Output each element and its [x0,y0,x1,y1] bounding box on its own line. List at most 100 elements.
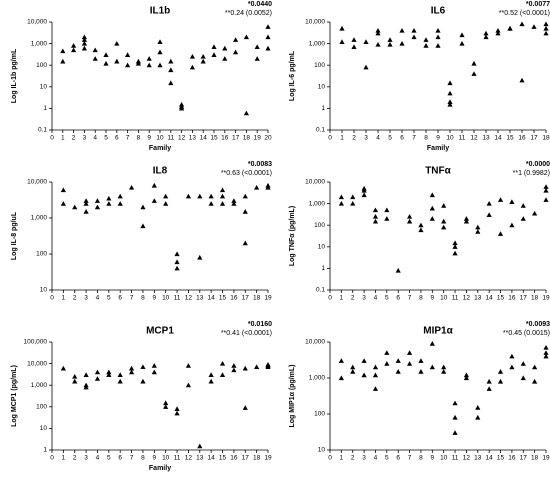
data-point [363,64,369,70]
data-point [94,198,101,203]
data-point [254,44,260,50]
data-point [208,193,214,199]
y-tick-label: 1,000 [309,40,326,47]
data-point [463,218,470,224]
x-tick-label: 9 [153,295,157,302]
x-tick-label: 10 [446,135,454,142]
data-point [151,182,157,188]
y-tick-label: 10 [40,84,48,91]
y-tick-label: 100 [36,404,47,411]
data-point [92,47,98,53]
chart-title: MCP1 [146,326,174,337]
y-axis-label: Log IL-8 pg/uL [11,211,18,260]
x-tick-label: 4 [96,295,100,302]
y-tick-label: 1,000 [309,375,326,382]
y-tick-label: 10,000 [305,339,325,346]
x-tick-label: 0 [328,455,332,462]
x-tick-label: 14 [486,295,494,302]
data-point [197,254,203,260]
data-point [117,201,123,206]
data-point [452,240,458,246]
y-tick-label: 10,000 [27,19,47,26]
data-point [435,27,441,33]
y-tick-label: 0.1 [316,287,325,294]
data-point [94,369,101,375]
x-tick-label: 18 [531,295,539,302]
data-point [338,201,344,206]
x-tick-label: 13 [189,135,197,142]
y-axis-label: Log IL-6 pg/mL [289,50,296,101]
x-tick-label: 12 [463,295,471,302]
x-tick-label: 6 [115,135,119,142]
x-tick-label: 2 [73,295,77,302]
x-tick-label: 16 [508,295,516,302]
x-tick-label: 17 [520,295,528,302]
data-point [185,382,192,388]
data-point [543,350,549,355]
data-point [387,41,393,47]
data-point [185,193,192,199]
y-tick-label: 1 [43,105,47,112]
data-point [135,60,141,66]
data-point [543,21,549,27]
data-point [146,56,152,61]
data-point [83,372,89,377]
data-point [254,56,260,61]
x-tick-label: 14 [200,135,208,142]
data-point [242,209,248,214]
data-point [233,37,239,42]
y-tick-label: 10,000 [27,360,47,367]
x-tick-label: 2 [351,455,355,462]
data-point [483,30,489,36]
x-tick-label: 8 [141,455,145,462]
data-point [151,363,157,368]
data-point [384,207,390,213]
data-point [254,184,260,190]
data-point [447,101,453,107]
data-point [231,201,237,206]
data-point [483,34,489,40]
data-point [411,34,417,40]
x-tick-label: 10 [162,295,170,302]
x-tick-label: 8 [419,295,423,302]
x-tick-label: 12 [185,455,193,462]
data-point [114,41,120,46]
x-tick-label: 19 [542,455,550,462]
data-point [372,218,379,224]
data-point [168,80,174,86]
data-point [168,58,174,64]
data-point [406,214,413,219]
data-point [83,384,89,390]
data-point [60,365,66,371]
data-point [81,34,87,40]
y-tick-label: 0.1 [38,127,47,134]
data-point [60,48,66,54]
x-tick-label: 2 [73,455,77,462]
y-tick-label: 100,000 [24,339,48,346]
x-tick-label: 2 [72,135,76,142]
x-tick-label: 9 [436,135,440,142]
x-tick-label: 13 [474,455,482,462]
data-point [532,364,538,370]
data-point [418,222,424,228]
data-point [441,364,447,370]
chart-title: IL6 [431,6,446,17]
x-tick-label: 5 [385,455,389,462]
x-tick-label: 11 [174,455,181,462]
data-point [375,41,381,47]
data-point [509,222,515,228]
data-point [265,364,271,370]
data-point [174,251,180,257]
x-tick-label: 1 [340,135,344,142]
data-point [339,25,345,31]
data-point [429,364,435,370]
data-point [242,405,248,410]
data-point [185,363,192,368]
data-point [211,52,217,57]
data-point [495,30,501,36]
y-tick-label: 1,000 [31,382,48,389]
data-point [418,358,424,363]
data-point [372,364,379,370]
data-point [243,34,249,40]
x-tick-label: 12 [463,455,471,462]
